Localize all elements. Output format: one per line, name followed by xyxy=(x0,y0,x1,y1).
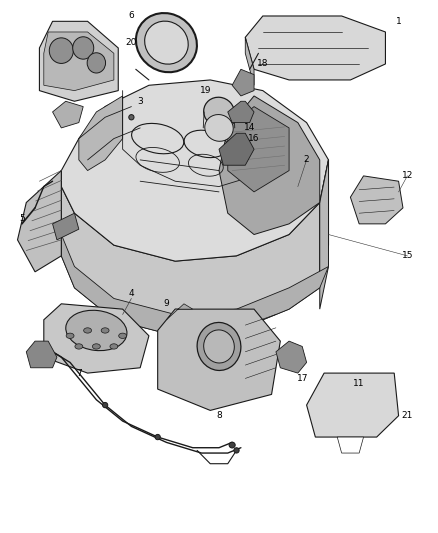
Polygon shape xyxy=(79,96,123,171)
Polygon shape xyxy=(26,341,57,368)
Text: 7: 7 xyxy=(76,369,82,377)
Ellipse shape xyxy=(229,442,235,448)
Ellipse shape xyxy=(110,344,118,349)
Ellipse shape xyxy=(84,328,92,333)
Text: 8: 8 xyxy=(216,411,222,420)
Ellipse shape xyxy=(49,38,74,63)
Text: 11: 11 xyxy=(353,379,365,388)
Ellipse shape xyxy=(145,21,188,64)
Polygon shape xyxy=(158,309,280,410)
Polygon shape xyxy=(44,304,149,373)
Polygon shape xyxy=(44,32,114,91)
Polygon shape xyxy=(61,80,328,261)
Polygon shape xyxy=(245,16,385,80)
Ellipse shape xyxy=(66,333,74,338)
Polygon shape xyxy=(61,235,328,336)
Text: 2: 2 xyxy=(304,156,309,164)
Text: 3: 3 xyxy=(137,97,143,106)
Text: 1: 1 xyxy=(396,17,402,26)
Ellipse shape xyxy=(87,53,106,73)
Text: 18: 18 xyxy=(257,60,268,68)
Polygon shape xyxy=(166,304,193,320)
Ellipse shape xyxy=(205,115,233,141)
Ellipse shape xyxy=(66,310,127,351)
Ellipse shape xyxy=(234,448,239,453)
Ellipse shape xyxy=(136,13,197,72)
Ellipse shape xyxy=(204,330,234,363)
Text: 6: 6 xyxy=(128,12,134,20)
Polygon shape xyxy=(337,437,364,453)
Text: 15: 15 xyxy=(402,252,413,260)
Polygon shape xyxy=(53,213,79,240)
Ellipse shape xyxy=(119,333,127,338)
Text: 20: 20 xyxy=(126,38,137,47)
Ellipse shape xyxy=(291,355,296,359)
Ellipse shape xyxy=(155,434,160,440)
Polygon shape xyxy=(39,21,118,101)
Polygon shape xyxy=(18,171,61,272)
Polygon shape xyxy=(276,341,307,373)
Ellipse shape xyxy=(75,344,83,349)
Polygon shape xyxy=(232,69,254,96)
Polygon shape xyxy=(219,133,254,165)
Polygon shape xyxy=(320,160,328,288)
Polygon shape xyxy=(228,107,289,192)
Ellipse shape xyxy=(101,328,109,333)
Polygon shape xyxy=(320,160,328,309)
Polygon shape xyxy=(350,176,403,224)
Ellipse shape xyxy=(92,344,100,349)
Text: 9: 9 xyxy=(163,300,170,308)
Text: 17: 17 xyxy=(297,374,308,383)
Polygon shape xyxy=(228,101,254,123)
Text: 14: 14 xyxy=(244,124,255,132)
Polygon shape xyxy=(307,373,399,437)
Ellipse shape xyxy=(73,37,94,59)
Text: 21: 21 xyxy=(402,411,413,420)
Ellipse shape xyxy=(129,115,134,120)
Polygon shape xyxy=(219,96,320,235)
Text: 4: 4 xyxy=(129,289,134,297)
Text: 16: 16 xyxy=(248,134,260,143)
Polygon shape xyxy=(245,37,254,85)
Ellipse shape xyxy=(204,97,234,127)
Text: 19: 19 xyxy=(200,86,212,95)
Text: 12: 12 xyxy=(402,172,413,180)
Polygon shape xyxy=(53,101,83,128)
Text: 5: 5 xyxy=(19,214,25,223)
Ellipse shape xyxy=(102,402,108,408)
Ellipse shape xyxy=(197,322,241,370)
Polygon shape xyxy=(61,171,320,336)
